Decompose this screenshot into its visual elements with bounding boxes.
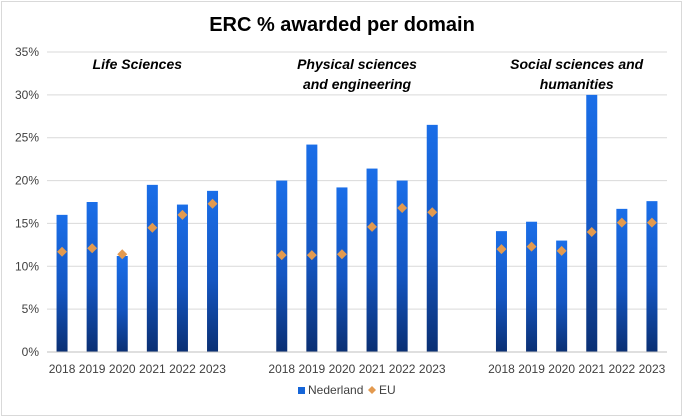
marker-eu bbox=[87, 243, 98, 254]
marker-eu bbox=[646, 217, 657, 228]
marker-eu bbox=[207, 198, 218, 209]
bar-nederland bbox=[306, 144, 318, 352]
legend: Nederland EU bbox=[298, 383, 396, 397]
y-tick-label: 20% bbox=[15, 174, 39, 188]
bar-nederland bbox=[396, 180, 408, 352]
bar-nederland bbox=[146, 184, 158, 352]
x-tick-label: 2019 bbox=[79, 362, 106, 376]
gridlines bbox=[47, 51, 667, 353]
group-labels: Life Sciences Physical sciences and engine… bbox=[93, 56, 644, 92]
nederland-bars bbox=[56, 94, 658, 352]
bar-nederland bbox=[336, 187, 348, 352]
x-tick-label: 2018 bbox=[268, 362, 295, 376]
marker-eu bbox=[336, 249, 347, 260]
bar-nederland bbox=[86, 202, 98, 352]
bar-nederland bbox=[556, 240, 568, 352]
bar-nederland bbox=[426, 124, 438, 352]
bar-nederland bbox=[616, 208, 628, 352]
marker-eu bbox=[57, 246, 68, 257]
x-tick-label: 2022 bbox=[609, 362, 636, 376]
legend-swatch-eu bbox=[368, 386, 376, 394]
bar-nederland bbox=[56, 214, 68, 352]
x-tick-label: 2019 bbox=[299, 362, 326, 376]
x-tick-label: 2021 bbox=[578, 362, 605, 376]
bar-nederland bbox=[646, 201, 658, 352]
marker-eu bbox=[616, 217, 627, 228]
bar-nederland bbox=[276, 180, 288, 352]
x-tick-label: 2022 bbox=[389, 362, 416, 376]
y-tick-label: 10% bbox=[15, 259, 39, 273]
bar-nederland bbox=[116, 256, 128, 352]
eu-markers bbox=[57, 198, 657, 261]
x-tick-label: 2023 bbox=[639, 362, 666, 376]
y-tick-label: 0% bbox=[22, 345, 40, 359]
chart-title: ERC % awarded per domain bbox=[209, 14, 475, 36]
y-tick-label: 25% bbox=[15, 131, 39, 145]
bar-nederland bbox=[176, 204, 188, 352]
group-label: Social sciences and bbox=[510, 56, 644, 72]
x-tick-label: 2018 bbox=[49, 362, 76, 376]
x-tick-label: 2022 bbox=[169, 362, 196, 376]
marker-eu bbox=[276, 250, 287, 261]
group-label: humanities bbox=[540, 76, 614, 92]
y-tick-label: 35% bbox=[15, 45, 39, 59]
bar-nederland bbox=[207, 190, 219, 352]
marker-eu bbox=[147, 222, 158, 233]
group-label: and engineering bbox=[303, 76, 412, 92]
bar-nederland bbox=[495, 231, 507, 352]
marker-eu bbox=[427, 207, 438, 218]
y-tick-label: 15% bbox=[15, 216, 39, 230]
x-tick-label: 2023 bbox=[199, 362, 226, 376]
x-axis: 2018 2019 2020 2021 2022 2023 2018 2019 2020 2021… bbox=[47, 351, 667, 376]
bar-nederland bbox=[526, 221, 538, 352]
x-tick-label: 2021 bbox=[139, 362, 166, 376]
y-tick-label: 30% bbox=[15, 88, 39, 102]
group-label: Life Sciences bbox=[93, 56, 183, 72]
x-tick-label: 2018 bbox=[488, 362, 515, 376]
marker-eu bbox=[526, 241, 537, 252]
y-tick-label: 5% bbox=[22, 302, 40, 316]
x-tick-label: 2020 bbox=[548, 362, 575, 376]
marker-eu bbox=[306, 250, 317, 261]
legend-swatch-nederland bbox=[298, 387, 305, 394]
marker-eu bbox=[586, 227, 597, 237]
legend-label-eu: EU bbox=[379, 383, 396, 397]
marker-eu bbox=[397, 203, 408, 213]
group-label: Physical sciences bbox=[297, 56, 417, 72]
x-tick-label: 2020 bbox=[109, 362, 136, 376]
legend-label-nederland: Nederland bbox=[308, 383, 363, 397]
y-axis: 0% 5% 10% 15% 20% 25% 30% 35% bbox=[15, 45, 39, 359]
bar-nederland bbox=[366, 168, 378, 352]
marker-eu bbox=[367, 221, 378, 232]
x-tick-label: 2023 bbox=[419, 362, 446, 376]
marker-eu bbox=[117, 249, 128, 260]
marker-eu bbox=[556, 245, 567, 256]
x-tick-label: 2020 bbox=[329, 362, 356, 376]
marker-eu bbox=[177, 209, 188, 220]
marker-eu bbox=[496, 244, 507, 255]
x-tick-label: 2019 bbox=[518, 362, 545, 376]
x-tick-label: 2021 bbox=[359, 362, 386, 376]
bar-nederland bbox=[586, 94, 598, 352]
